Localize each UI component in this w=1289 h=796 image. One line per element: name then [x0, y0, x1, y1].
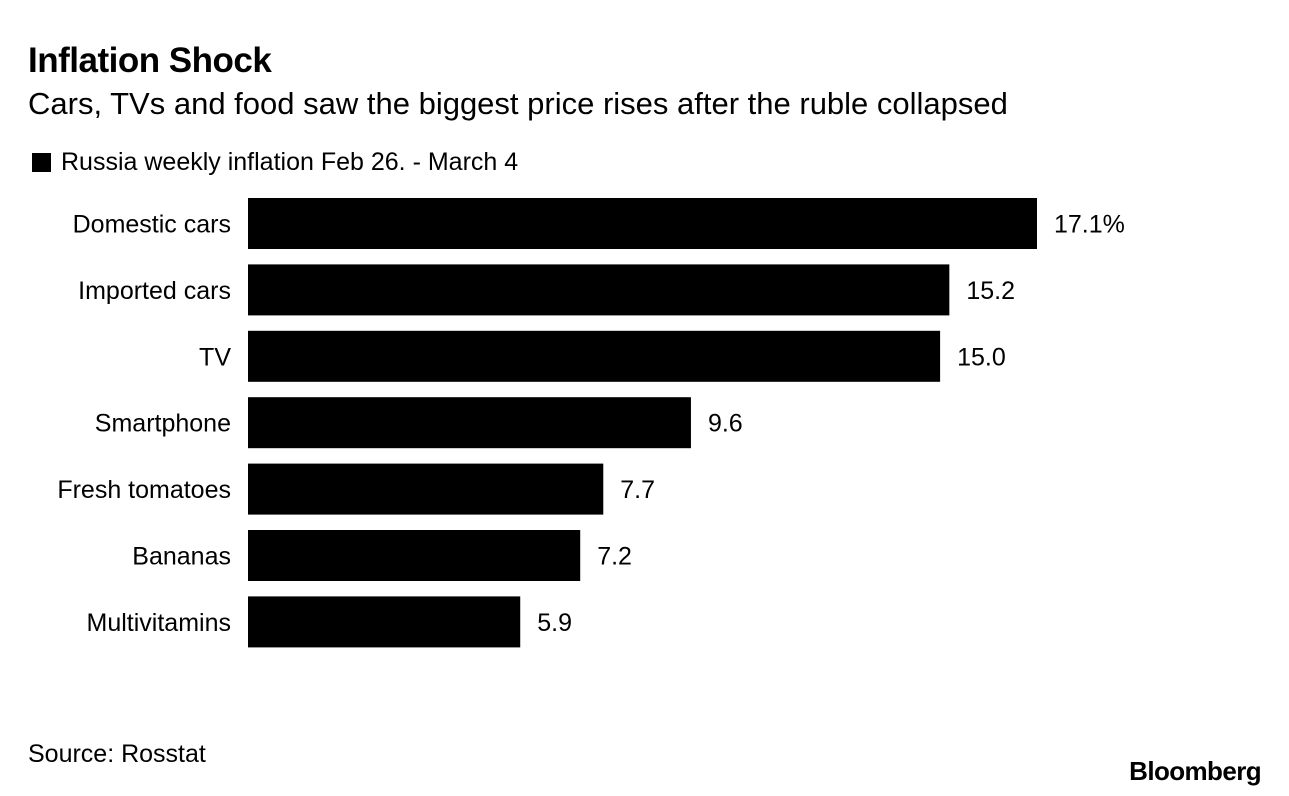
- source-note: Source: Rosstat: [28, 740, 206, 768]
- bar: [248, 530, 581, 581]
- legend-label: Russia weekly inflation Feb 26. - March …: [61, 148, 519, 176]
- bar: [248, 330, 941, 382]
- chart-subtitle: Cars, TVs and food saw the biggest price…: [28, 86, 1008, 121]
- value-label: 15.0: [957, 343, 1006, 371]
- bar: [248, 397, 691, 449]
- bloomberg-logo: Bloomberg: [1129, 756, 1261, 786]
- category-label: Imported cars: [78, 277, 231, 305]
- legend-swatch: [32, 153, 51, 172]
- category-label: TV: [199, 343, 231, 371]
- bar: [248, 596, 521, 648]
- category-label: Smartphone: [95, 410, 231, 438]
- value-label: 7.2: [597, 543, 632, 571]
- category-label: Bananas: [132, 543, 231, 571]
- bars-group: Domestic cars 17.1% Imported cars 15.2 TV 15.…: [57, 198, 1125, 648]
- category-label: Domestic cars: [73, 211, 231, 239]
- value-label: 17.1%: [1054, 211, 1125, 239]
- bar: [248, 463, 604, 515]
- bar: [248, 264, 950, 316]
- value-label: 9.6: [708, 410, 743, 438]
- value-label: 5.9: [537, 609, 572, 637]
- chart-legend: Russia weekly inflation Feb 26. - March …: [32, 148, 518, 177]
- bar-chart: Domestic cars 17.1% Imported cars 15.2 TV 15.…: [57, 198, 1125, 648]
- category-label: Multivitamins: [87, 609, 231, 637]
- chart-title: Inflation Shock: [28, 41, 272, 80]
- value-label: 15.2: [966, 277, 1015, 305]
- category-label: Fresh tomatoes: [57, 476, 231, 504]
- value-label: 7.7: [620, 476, 655, 504]
- bar: [248, 198, 1037, 249]
